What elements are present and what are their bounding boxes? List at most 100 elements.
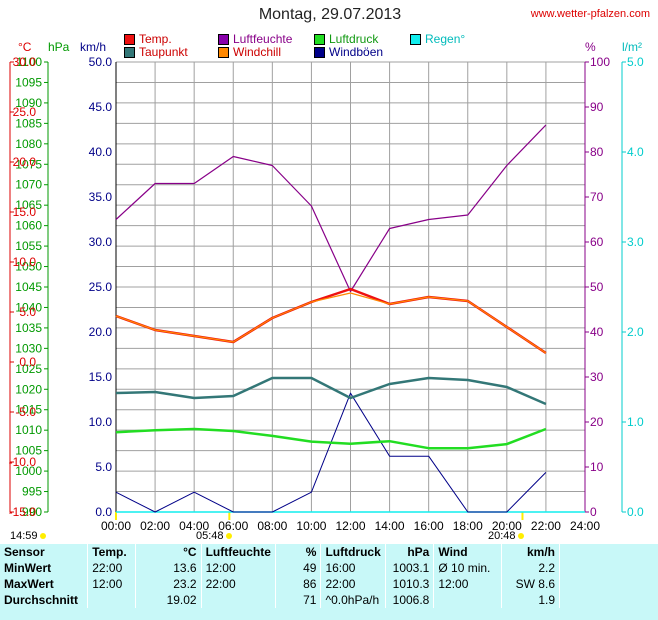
sunset: 20:48: [488, 530, 524, 542]
pressure-tick-label: 1080: [15, 137, 42, 151]
stats-cell: 12:00: [201, 560, 276, 576]
x-tick-label: 12:00: [335, 519, 365, 533]
stats-panel: Sensor Temp. °C Luftfeuchte % Luftdruck …: [0, 544, 658, 620]
x-tick-label: 16:00: [414, 519, 444, 533]
wind-tick-label: 5.0: [95, 460, 112, 474]
temp-tick-label: -5.0: [15, 405, 36, 419]
unit-humidity: %: [585, 40, 596, 54]
stats-row-label: MinWert: [0, 560, 89, 576]
legend-rain-swatch: [410, 33, 421, 45]
stats-header-wind: Wind: [433, 544, 503, 560]
weather-chart: 1100109510901085108010751070106510601055…: [9, 55, 644, 533]
pressure-tick-label: 1005: [15, 444, 42, 458]
wind-tick-label: 30.0: [89, 235, 113, 249]
stats-cell: 22:00: [201, 576, 276, 592]
pressure-tick-label: 1040: [15, 300, 42, 314]
x-tick-label: 22:00: [531, 519, 561, 533]
sunset-icon: [517, 533, 524, 540]
stats-row-label: MaxWert: [0, 576, 89, 592]
wind-tick-label: 35.0: [89, 190, 113, 204]
x-tick-label: 02:00: [140, 519, 170, 533]
legend-temp: Temp.: [124, 32, 172, 46]
legend-humidity-label: Luftfeuchte: [233, 32, 293, 46]
rain-tick-label: 4.0: [627, 145, 644, 159]
pressure-tick-label: 1075: [15, 157, 42, 171]
stats-cell: 16:00: [320, 560, 386, 576]
pressure-tick-label: 1095: [15, 75, 42, 89]
temp-tick-label: 5.0: [19, 305, 36, 319]
legend-humidity-swatch: [218, 33, 229, 45]
stats-cell: [433, 592, 503, 608]
x-tick-label: 00:00: [101, 519, 131, 533]
chart-title: Montag, 29.07.2013: [258, 6, 402, 23]
pressure-tick-label: 995: [22, 485, 42, 499]
rain-tick-label: 2.0: [627, 325, 644, 339]
temp-tick-label: 0.0: [19, 355, 36, 369]
rain-tick-label: 0.0: [627, 505, 644, 519]
legend-gusts: Windböen: [314, 45, 383, 59]
stats-cell: 19.02: [135, 592, 202, 608]
pressure-tick-label: 990: [22, 505, 42, 519]
rain-tick-label: 1.0: [627, 415, 644, 429]
humidity-tick-label: 100: [590, 55, 610, 69]
pressure-tick-label: 1035: [15, 321, 42, 335]
x-tick-label: 04:00: [179, 519, 209, 533]
unit-rain: l/m²: [622, 40, 642, 54]
x-tick-label: 24:00: [570, 519, 600, 533]
legend-gusts-swatch: [314, 46, 325, 58]
humidity-tick-label: 40: [590, 325, 604, 339]
series-line-windchill: [115, 292, 547, 354]
stats-table: Sensor Temp. °C Luftfeuchte % Luftdruck …: [0, 544, 560, 608]
stats-header-pressure-unit: hPa: [385, 544, 435, 560]
pressure-tick-label: 1045: [15, 280, 42, 294]
humidity-tick-label: 60: [590, 235, 604, 249]
pressure-tick-label: 1025: [15, 362, 42, 376]
wind-tick-label: 20.0: [89, 325, 113, 339]
wind-tick-label: 40.0: [89, 145, 113, 159]
pressure-tick-label: 1055: [15, 239, 42, 253]
sunrise-icon: [225, 533, 232, 540]
legend-pressure-label: Luftdruck: [329, 32, 379, 46]
humidity-tick-label: 80: [590, 145, 604, 159]
stats-cell: 86: [275, 576, 322, 592]
humidity-tick-label: 50: [590, 280, 604, 294]
stats-cell: Ø 10 min.: [433, 560, 503, 576]
wind-tick-label: 25.0: [89, 280, 113, 294]
pressure-tick-label: 1050: [15, 260, 42, 274]
pressure-tick-label: 1015: [15, 403, 42, 417]
humidity-tick-label: 30: [590, 370, 604, 384]
stats-cell: 2.2: [501, 560, 560, 576]
stats-header-sensor: Sensor: [0, 544, 89, 560]
pressure-tick-label: 1060: [15, 219, 42, 233]
sunrise: 05:48: [196, 530, 232, 542]
pressure-tick-label: 1020: [15, 382, 42, 396]
series-line-pressure: [115, 427, 547, 450]
stats-header-humidity-unit: %: [275, 544, 322, 560]
x-tick-label: 14:00: [375, 519, 405, 533]
legend-temp-swatch: [124, 33, 135, 45]
x-tick-label: 18:00: [453, 519, 483, 533]
stats-row-label: Durchschnitt: [0, 592, 89, 608]
stats-cell: 49: [275, 560, 322, 576]
sunset-label: 20:48: [488, 530, 516, 542]
x-tick-label: 20:00: [492, 519, 522, 533]
temp-tick-label: 15.0: [13, 205, 37, 219]
pressure-tick-label: 1065: [15, 198, 42, 212]
unit-pressure: hPa: [48, 40, 70, 54]
site-link[interactable]: www.wetter-pfalzen.com: [530, 8, 650, 20]
stats-cell: [201, 592, 276, 608]
legend-gusts-label: Windböen: [329, 45, 384, 59]
legend-dewpoint-label: Taupunkt: [139, 45, 188, 59]
legend-rain: Regen°: [410, 32, 465, 46]
pressure-tick-label: 1085: [15, 116, 42, 130]
stats-header-wind-unit: km/h: [501, 544, 560, 560]
x-tick-label: 06:00: [218, 519, 248, 533]
stats-cell: ^0.0hPa/h: [320, 592, 386, 608]
stats-cell: 23.2: [135, 576, 202, 592]
stats-cell: 1003.1: [385, 560, 435, 576]
humidity-tick-label: 20: [590, 415, 604, 429]
temp-tick-label: -10.0: [9, 455, 37, 469]
pressure-tick-label: 1000: [15, 464, 42, 478]
stats-header-temp-unit: °C: [135, 544, 202, 560]
stats-cell: 13.6: [135, 560, 202, 576]
